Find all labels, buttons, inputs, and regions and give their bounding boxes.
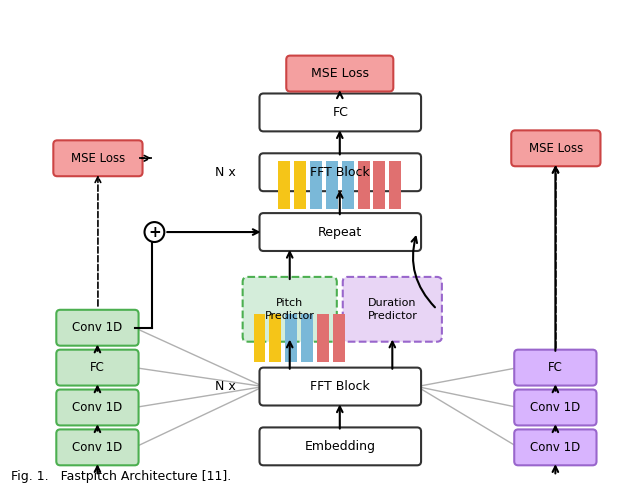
Bar [310, 161, 322, 209]
FancyBboxPatch shape [56, 390, 138, 425]
Text: N x: N x [215, 166, 236, 179]
Text: FC: FC [332, 106, 348, 119]
Text: FC: FC [90, 361, 105, 374]
Bar [358, 161, 370, 209]
FancyBboxPatch shape [511, 130, 600, 166]
FancyBboxPatch shape [514, 429, 597, 465]
FancyBboxPatch shape [514, 390, 597, 425]
Text: Conv 1D: Conv 1D [72, 321, 123, 334]
FancyBboxPatch shape [260, 427, 421, 465]
Text: Fig. 1.   Fastpitch Architecture [11].: Fig. 1. Fastpitch Architecture [11]. [11, 470, 231, 483]
Bar [317, 314, 329, 362]
Bar [374, 161, 386, 209]
Text: FFT Block: FFT Block [310, 166, 370, 179]
Text: Conv 1D: Conv 1D [72, 401, 123, 414]
FancyBboxPatch shape [343, 277, 442, 342]
FancyBboxPatch shape [260, 213, 421, 251]
Bar [389, 161, 401, 209]
FancyBboxPatch shape [243, 277, 337, 342]
FancyBboxPatch shape [260, 368, 421, 406]
FancyBboxPatch shape [56, 350, 138, 385]
Text: Embedding: Embedding [305, 440, 376, 453]
Bar [253, 314, 265, 362]
Bar [278, 161, 290, 209]
Bar [269, 314, 281, 362]
Text: Pitch
Predictor: Pitch Predictor [265, 298, 315, 321]
Text: MSE Loss: MSE Loss [311, 67, 369, 80]
FancyBboxPatch shape [56, 310, 138, 346]
Circle shape [145, 222, 164, 242]
FancyBboxPatch shape [53, 140, 143, 176]
Bar [301, 314, 313, 362]
Bar [342, 161, 354, 209]
Text: Duration
Predictor: Duration Predictor [367, 298, 417, 321]
Text: FC: FC [548, 361, 563, 374]
Bar [285, 314, 297, 362]
Text: MSE Loss: MSE Loss [529, 142, 583, 155]
Text: Conv 1D: Conv 1D [72, 441, 123, 454]
FancyBboxPatch shape [260, 93, 421, 131]
Text: Conv 1D: Conv 1D [530, 401, 581, 414]
FancyBboxPatch shape [514, 350, 597, 385]
FancyBboxPatch shape [286, 56, 393, 91]
Text: Conv 1D: Conv 1D [530, 441, 581, 454]
Bar [294, 161, 306, 209]
Text: FFT Block: FFT Block [310, 380, 370, 393]
Text: +: + [148, 225, 161, 240]
FancyBboxPatch shape [260, 153, 421, 191]
Bar [326, 161, 338, 209]
Text: N x: N x [215, 380, 236, 393]
Bar [333, 314, 344, 362]
Text: Repeat: Repeat [318, 226, 362, 239]
Text: MSE Loss: MSE Loss [71, 152, 125, 165]
FancyBboxPatch shape [56, 429, 138, 465]
